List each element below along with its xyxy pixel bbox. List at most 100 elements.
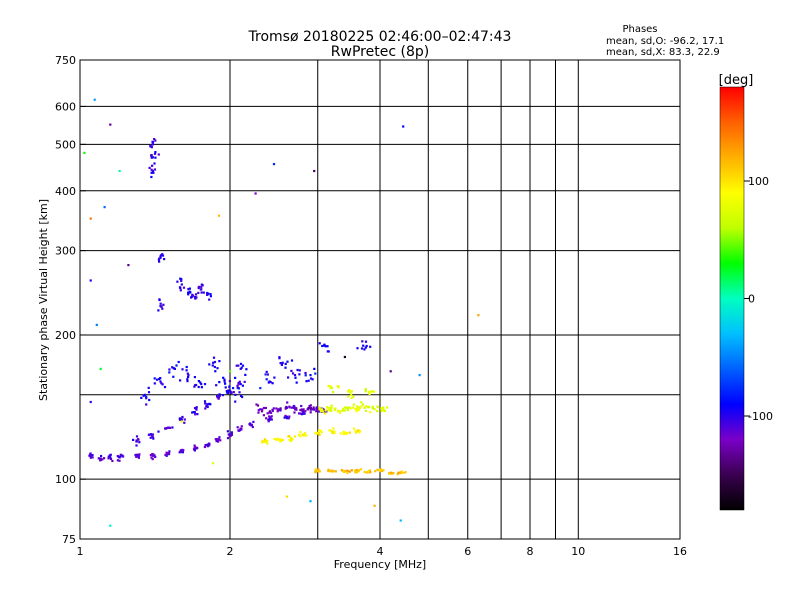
echo-point: [140, 396, 143, 399]
echo-point: [236, 384, 239, 387]
echo-point: [364, 346, 367, 349]
echo-point: [268, 410, 271, 413]
echo-point: [117, 455, 120, 458]
echo-point: [298, 412, 301, 415]
echo-point: [192, 294, 195, 297]
echo-point: [315, 408, 318, 411]
echo-point: [287, 376, 290, 379]
echo-point: [150, 175, 153, 179]
echo-point: [354, 430, 357, 433]
echo-point: [363, 470, 366, 473]
echo-point: [273, 437, 276, 441]
echo-point: [361, 403, 365, 406]
echo-point: [293, 411, 296, 414]
echo-point: [239, 427, 242, 430]
echo-point: [160, 382, 163, 385]
echo-point: [200, 386, 203, 389]
echo-point: [185, 369, 188, 372]
echo-point: [358, 429, 362, 433]
echo-point: [363, 406, 366, 409]
echo-point: [286, 417, 289, 420]
echo-point: [237, 387, 240, 390]
echo-point: [197, 291, 200, 294]
echo-point: [318, 470, 321, 473]
echo-point: [159, 305, 163, 308]
echo-point: [155, 378, 159, 381]
echo-point: [168, 450, 171, 453]
echo-point: [138, 453, 141, 456]
echo-point: [354, 431, 358, 434]
echo-point: [350, 407, 353, 410]
echo-point: [99, 367, 102, 370]
y-axis-label: Stationary phase Virtual Height [km]: [37, 199, 50, 401]
echo-point: [357, 469, 360, 472]
echo-point: [367, 470, 370, 473]
echo-point: [159, 380, 162, 383]
echo-point: [318, 408, 321, 411]
echo-point: [214, 370, 217, 373]
echo-point: [270, 418, 273, 421]
echo-point: [200, 291, 203, 294]
echo-point: [176, 280, 179, 283]
echo-point: [236, 426, 239, 429]
echo-point: [352, 403, 355, 406]
echo-point: [330, 404, 333, 407]
echo-point: [264, 406, 267, 410]
echo-point: [477, 314, 480, 317]
x-tick-label: 1: [77, 545, 84, 558]
echo-point: [300, 404, 303, 408]
echo-point: [153, 168, 156, 171]
echo-point: [164, 453, 167, 456]
echo-point: [339, 432, 342, 435]
echo-point: [280, 363, 283, 366]
echo-point: [237, 383, 240, 386]
echo-point: [284, 362, 287, 365]
echo-point: [327, 469, 330, 472]
echo-point: [357, 405, 360, 409]
echo-point: [151, 169, 154, 173]
echo-point: [265, 370, 268, 373]
echo-point: [331, 470, 334, 473]
echo-point: [359, 468, 362, 471]
echo-point: [208, 298, 211, 301]
echo-point: [266, 439, 269, 442]
echo-point: [290, 406, 293, 409]
echo-point: [89, 453, 92, 456]
echo-point: [324, 412, 327, 415]
echo-point: [347, 390, 350, 393]
echo-point: [350, 390, 353, 393]
echo-point: [149, 145, 152, 148]
echo-point: [103, 457, 106, 460]
echo-point: [303, 434, 306, 437]
echo-point: [194, 445, 197, 449]
echo-point: [352, 395, 355, 398]
echo-point: [207, 444, 210, 447]
echo-point: [168, 371, 171, 374]
echo-point: [203, 383, 207, 386]
echo-point: [186, 380, 189, 383]
echo-point: [330, 409, 333, 412]
echo-point: [304, 374, 307, 377]
echo-point: [321, 408, 324, 411]
echo-point: [263, 438, 267, 441]
echo-point: [365, 405, 368, 408]
echo-point: [309, 500, 312, 503]
echo-point: [244, 373, 247, 376]
echo-point: [237, 364, 240, 367]
echo-point: [239, 362, 243, 365]
echo-point: [278, 409, 281, 412]
echo-point: [234, 400, 237, 403]
echo-point: [305, 380, 308, 383]
echo-point: [91, 454, 94, 457]
echo-point: [203, 445, 206, 449]
echo-point: [354, 408, 357, 411]
stats-line-x: mean, sd,X: 83.3, 22.9: [606, 47, 720, 58]
echo-point: [181, 416, 184, 419]
echo-point: [295, 408, 298, 411]
echo-point: [346, 408, 349, 412]
echo-point: [293, 406, 296, 409]
echo-point: [167, 426, 170, 429]
echo-point: [218, 360, 221, 363]
echo-point: [187, 375, 190, 378]
echo-point: [204, 402, 207, 405]
